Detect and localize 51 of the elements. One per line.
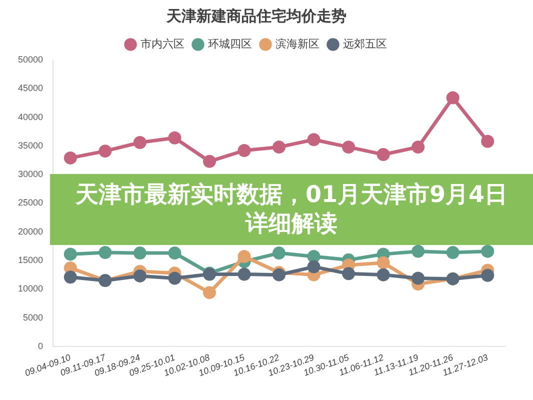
point [342, 267, 356, 280]
point [481, 244, 494, 258]
point [307, 133, 320, 146]
y-tick-label: 40000 [18, 112, 44, 122]
legend-label: 滨海新区 [276, 38, 320, 51]
y-tick-label: 25000 [18, 198, 44, 208]
y-tick-label: 15000 [18, 254, 44, 265]
point [307, 260, 320, 274]
y-tick-label: 45000 [18, 83, 44, 94]
point [376, 256, 390, 270]
point [376, 268, 390, 282]
point [272, 246, 286, 260]
annotation: 天津市最新实时数据，01月天津市9月4日详细解读 [74, 180, 508, 238]
point [168, 131, 182, 144]
point [481, 134, 494, 148]
point [376, 148, 390, 162]
y-tick-label: 35000 [18, 140, 44, 150]
point [446, 91, 460, 104]
point [133, 269, 146, 282]
point [238, 268, 251, 281]
point [168, 246, 182, 260]
point [98, 144, 112, 158]
point [412, 272, 425, 285]
caption-banner: 天津市最新实时数据，01月天津市9月4日详细解读 [50, 174, 533, 245]
y-tick-label: 30000 [18, 169, 44, 180]
legend-label: 环城四区 [208, 38, 252, 51]
legend-label: 市内六区 [140, 38, 184, 51]
legend-label: 远郊五区 [343, 38, 387, 51]
point [238, 144, 251, 158]
point [342, 140, 356, 154]
y-tick-label: 5000 [22, 312, 44, 322]
point [272, 140, 286, 154]
point [168, 272, 182, 285]
y-tick-label: 0 [38, 340, 44, 351]
point [481, 268, 494, 282]
y-tick-label: 20000 [18, 226, 44, 236]
point [98, 246, 112, 259]
y-tick-label: 10000 [18, 284, 44, 294]
point [202, 286, 216, 300]
point [64, 270, 77, 284]
point [64, 248, 77, 261]
y-tick-label: 50000 [18, 54, 44, 64]
point [133, 246, 146, 260]
point [202, 154, 216, 168]
point [238, 250, 251, 263]
point [412, 244, 425, 258]
point [446, 246, 460, 259]
point [133, 136, 146, 149]
chart-title: 天津新建商品住宅均价走势 [166, 7, 346, 26]
point [64, 151, 77, 164]
point [412, 140, 425, 154]
